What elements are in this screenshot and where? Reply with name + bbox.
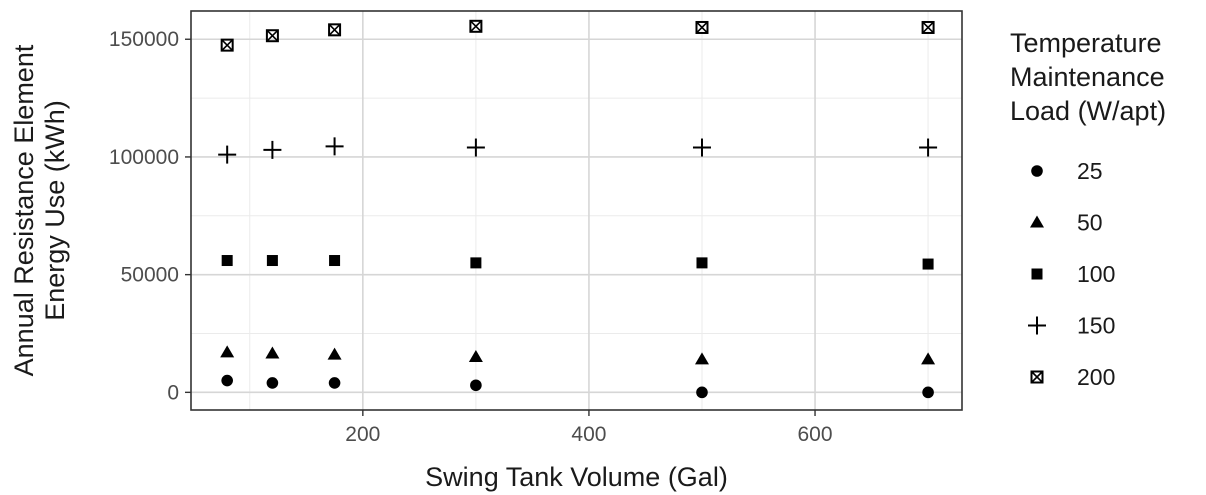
- data-point-25: [329, 377, 341, 389]
- legend-title-line-2: Maintenance: [1010, 62, 1165, 92]
- data-point-25: [221, 375, 233, 387]
- legend-label: 50: [1077, 210, 1103, 236]
- legend-key-100: [1032, 269, 1043, 280]
- data-point-100: [923, 259, 934, 270]
- legend-key-25: [1031, 165, 1043, 177]
- x-tick-label: 600: [798, 423, 833, 446]
- data-point-100: [267, 255, 278, 266]
- x-axis-title: Swing Tank Volume (Gal): [425, 462, 728, 492]
- data-point-100: [329, 255, 340, 266]
- legend-title-line-3: Load (W/apt): [1010, 96, 1166, 126]
- data-point-25: [470, 379, 482, 391]
- data-point-100: [696, 257, 707, 268]
- legend-label: 25: [1077, 158, 1103, 184]
- legend-title-line-1: Temperature: [1010, 28, 1162, 58]
- data-point-100: [222, 255, 233, 266]
- y-axis-title-line-1: Annual Resistance Element: [9, 44, 39, 376]
- y-tick-label: 100000: [109, 146, 179, 169]
- y-tick-label: 50000: [121, 264, 179, 287]
- y-tick-label: 0: [167, 381, 179, 404]
- x-tick-label: 400: [571, 423, 606, 446]
- y-axis-title-line-2: Energy Use (kWh): [40, 100, 70, 321]
- data-point-25: [696, 387, 708, 399]
- y-tick-label: 150000: [109, 28, 179, 51]
- legend-label: 200: [1077, 364, 1115, 390]
- x-tick-label: 200: [345, 423, 380, 446]
- legend-label: 150: [1077, 313, 1115, 339]
- data-point-100: [470, 257, 481, 268]
- legend-label: 100: [1077, 261, 1115, 287]
- data-point-25: [267, 377, 279, 389]
- data-point-25: [922, 387, 934, 399]
